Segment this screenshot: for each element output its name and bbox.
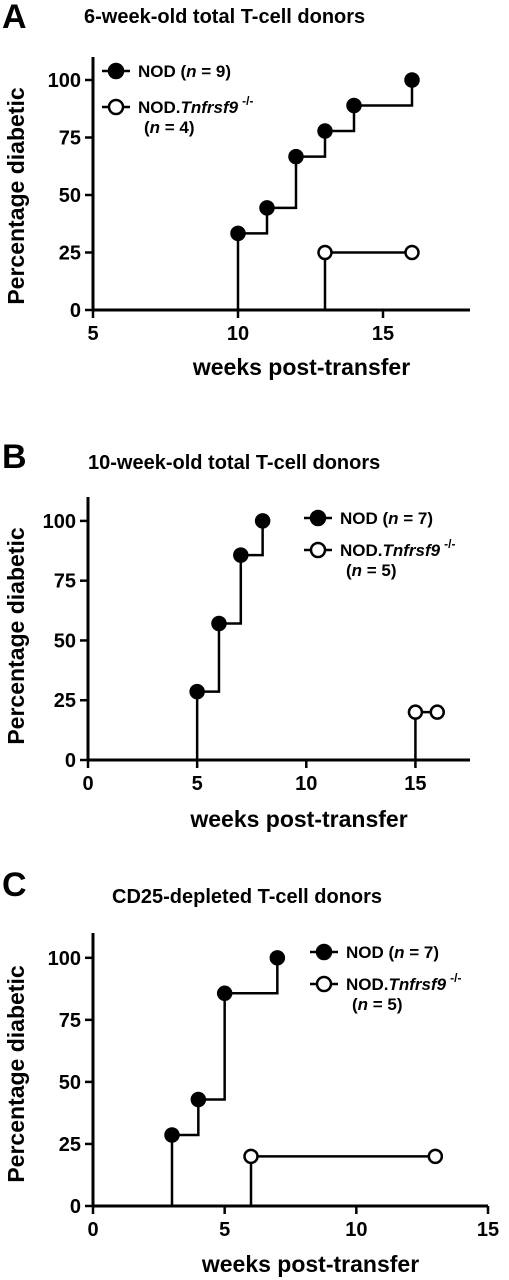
- legend-marker: [309, 541, 327, 559]
- data-point-nod: [211, 615, 227, 632]
- panel-letter: C: [2, 866, 27, 904]
- x-tick-label: 10: [295, 773, 317, 795]
- x-tick-label: 5: [87, 323, 98, 345]
- data-point-tnfrsf9: [243, 1148, 259, 1165]
- legend-label: NOD (n = 9): [138, 62, 231, 81]
- series-step-line-tnfrsf9: [323, 251, 412, 310]
- data-point-nod: [254, 513, 271, 529]
- y-tick-label: 75: [54, 571, 76, 593]
- x-tick-label: 5: [192, 773, 203, 795]
- panel-c: C CD25-depleted T-cell donors 0 25 50 75 100…: [0, 868, 509, 1280]
- legend-n-label: (n = 5): [346, 561, 397, 580]
- x-tick-label: 10: [345, 1219, 367, 1241]
- data-point-nod: [259, 200, 275, 216]
- x-tick-label: 10: [227, 323, 249, 345]
- data-point-nod: [404, 72, 420, 88]
- x-tick-label: 15: [372, 323, 394, 345]
- x-axis-label: weeks post-transfer: [192, 354, 410, 380]
- data-point-tnfrsf9: [427, 1148, 444, 1165]
- legend-n-label: (n = 5): [352, 995, 403, 1014]
- data-point-nod: [216, 985, 233, 1002]
- y-tick-label: 100: [48, 70, 81, 92]
- data-point-tnfrsf9: [407, 704, 424, 720]
- series-step-line-nod: [195, 520, 264, 760]
- legend-label: NOD (n = 7): [346, 943, 439, 962]
- y-tick-label: 75: [59, 1010, 81, 1032]
- data-point-nod: [189, 683, 205, 700]
- y-tick-label: 50: [59, 185, 81, 207]
- chart-svg: 0 25 50 75 100 0 5 10 15 weeks post-transfer Perce…: [3, 933, 499, 1277]
- y-axis-label: Percentage diabetic: [3, 527, 29, 745]
- data-point-tnfrsf9: [429, 704, 446, 720]
- y-tick-label: 75: [59, 128, 81, 150]
- legend-label: NOD (n = 7): [340, 509, 433, 528]
- panel-a: A 6-week-old total T-cell donors 0 25 50 75…: [0, 0, 509, 420]
- panel-b: B 10-week-old total T-cell donors 0 25 50 7…: [0, 440, 509, 850]
- y-tick-label: 50: [59, 1072, 81, 1094]
- y-tick-label: 25: [54, 690, 76, 712]
- data-point-nod: [164, 1127, 180, 1143]
- data-point-nod: [269, 950, 286, 966]
- legend-marker: [107, 62, 125, 80]
- data-point-nod: [230, 225, 246, 242]
- legend-marker: [315, 943, 333, 961]
- x-tick-label: 15: [477, 1219, 499, 1241]
- y-tick-label: 25: [59, 1134, 81, 1156]
- panel-letter: A: [2, 0, 27, 36]
- y-tick-label: 100: [48, 948, 81, 970]
- y-tick-label: 25: [59, 243, 81, 265]
- y-axis-label: Percentage diabetic: [3, 965, 29, 1183]
- data-point-nod: [346, 97, 362, 114]
- legend-label: NOD.Tnfrsf9 -/-: [340, 537, 455, 560]
- y-tick-label: 0: [70, 300, 81, 322]
- panel-letter: B: [2, 438, 27, 476]
- data-point-tnfrsf9: [317, 244, 333, 261]
- y-axis-label: Percentage diabetic: [3, 87, 29, 305]
- x-tick-label: 5: [219, 1219, 230, 1241]
- data-point-nod: [288, 148, 304, 165]
- x-tick-label: 0: [87, 1219, 98, 1241]
- legend-n-label: (n = 4): [144, 118, 195, 137]
- chart-svg: 0 25 50 75 100 0 5 10 15 weeks post-transfer Perce…: [3, 497, 470, 832]
- chart-title: 10-week-old total T-cell donors: [88, 452, 381, 474]
- series-step-line-tnfrsf9: [249, 1155, 436, 1206]
- x-tick-label: 15: [404, 773, 426, 795]
- legend-marker: [107, 98, 125, 116]
- data-point-nod: [190, 1091, 207, 1108]
- data-point-nod: [317, 123, 333, 139]
- data-point-tnfrsf9: [404, 244, 420, 261]
- chart-svg: 0 25 50 75 100 5 10 15 weeks post-transfer Percen…: [3, 57, 470, 380]
- x-tick-label: 0: [82, 773, 93, 795]
- legend-label: NOD.Tnfrsf9 -/-: [138, 94, 253, 117]
- series-step-line-tnfrsf9: [414, 710, 438, 760]
- series-step-line-nod: [236, 80, 414, 310]
- legend-label: NOD.Tnfrsf9 -/-: [346, 971, 461, 994]
- chart-title: 6-week-old total T-cell donors: [84, 6, 366, 28]
- y-tick-label: 50: [54, 630, 76, 652]
- legend-marker: [315, 975, 333, 993]
- y-tick-label: 0: [70, 1196, 81, 1218]
- x-axis-label: weeks post-transfer: [201, 1251, 419, 1277]
- y-tick-label: 100: [43, 511, 76, 533]
- data-point-nod: [233, 547, 249, 563]
- y-tick-label: 0: [65, 750, 76, 772]
- x-axis-label: weeks post-transfer: [189, 806, 407, 832]
- legend-marker: [309, 509, 327, 527]
- chart-title: CD25-depleted T-cell donors: [112, 886, 383, 908]
